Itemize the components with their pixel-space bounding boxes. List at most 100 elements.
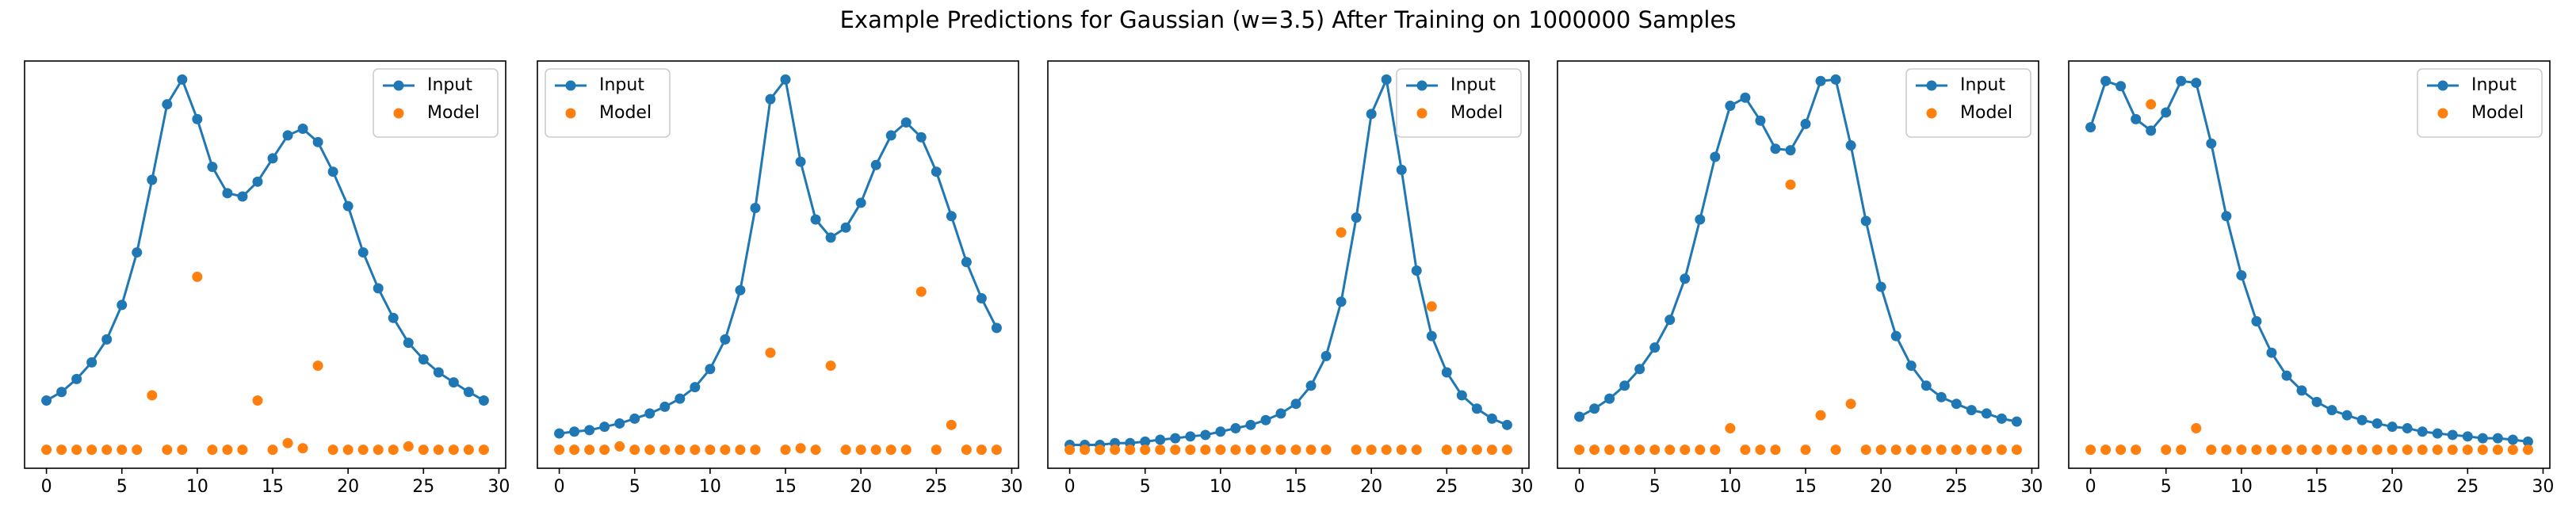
data-point [2522,444,2533,456]
data-point [1230,444,1241,456]
data-point [117,444,128,456]
data-point [192,113,203,124]
data-point [2462,431,2473,442]
data-point [810,214,821,225]
data-point [1501,419,1512,430]
data-point [86,357,97,368]
data-point [41,395,52,406]
data-point [554,428,565,439]
data-point [2387,422,2398,433]
data-point [2115,444,2127,456]
subplot: 0 5 10 15 20 25 30 Input Model [537,60,1022,497]
data-point [373,444,384,456]
plot-frame [24,60,506,469]
x-tick-label: 30 [2020,477,2043,497]
data-point [2146,99,2157,110]
data-point [448,377,459,388]
data-point [1320,350,1332,361]
data-point [659,444,671,456]
data-point [1200,429,1211,441]
data-point [1260,414,1271,425]
data-point [1725,101,1736,112]
data-point [765,347,776,358]
legend: Input Model [1905,68,2031,138]
data-point [900,444,912,456]
data-point [2161,107,2172,118]
data-point [1426,330,1437,341]
data-point [342,444,354,456]
data-point [2176,444,2187,456]
data-point [1170,444,1181,456]
x-tick-label: 0 [554,477,565,497]
x-tick-label: 20 [1870,477,1892,497]
data-point [463,444,474,456]
data-point [915,286,927,297]
data-point [1185,431,1196,442]
data-point [162,444,173,456]
data-point [885,130,896,141]
data-point [1604,393,1615,404]
data-point [720,334,731,345]
data-point [1200,444,1211,456]
data-point [1411,265,1422,276]
data-point [1456,390,1467,401]
data-point [1471,444,1482,456]
legend-marker [1926,108,1937,119]
data-point [177,74,188,85]
data-point [1785,145,1796,156]
data-point [1830,74,1841,85]
data-point [2402,444,2413,456]
x-tick-label: 15 [2306,477,2328,497]
data-point [1381,444,1392,456]
data-point [162,99,173,110]
legend-label: Input [427,75,472,95]
data-point [569,426,580,437]
data-point [2176,75,2187,86]
data-point [1981,444,1992,456]
data-point [976,293,987,304]
data-point [2522,436,2533,447]
data-point [705,364,716,375]
data-point [991,322,1002,334]
data-point [1710,151,1721,162]
data-point [1740,92,1751,103]
data-point [388,312,399,323]
data-point [795,443,806,454]
data-point [1951,444,1962,456]
data-point [282,437,293,448]
data-point [946,211,957,222]
data-point [1155,444,1166,456]
data-point [1305,380,1317,391]
x-tick-label: 30 [2532,477,2554,497]
data-point [403,441,414,452]
data-point [2146,125,2157,136]
data-point [2387,444,2398,456]
data-point [825,360,836,372]
data-point [870,444,881,456]
data-point [1936,391,1947,402]
data-point [931,166,942,177]
data-point [1845,399,1856,410]
data-point [2296,444,2307,456]
data-point [1426,301,1437,312]
data-point [478,444,489,456]
x-tick-label: 25 [1435,477,1458,497]
legend-label: Model [427,103,480,123]
x-tick-label: 5 [2161,477,2172,497]
x-tick-label: 15 [262,477,284,497]
data-point [1905,360,1917,372]
data-point [1381,74,1392,85]
data-point [2206,444,2217,456]
x-tick-label: 25 [2456,477,2479,497]
data-point [855,197,866,208]
plot-frame [537,60,1019,469]
data-point [71,444,82,456]
data-point [2236,270,2247,281]
data-point [327,444,338,456]
data-point [86,444,97,456]
x-tick-label: 15 [1794,477,1817,497]
data-point [2191,423,2202,434]
data-point [1366,444,1377,456]
data-point [584,425,595,436]
data-point [629,413,640,424]
